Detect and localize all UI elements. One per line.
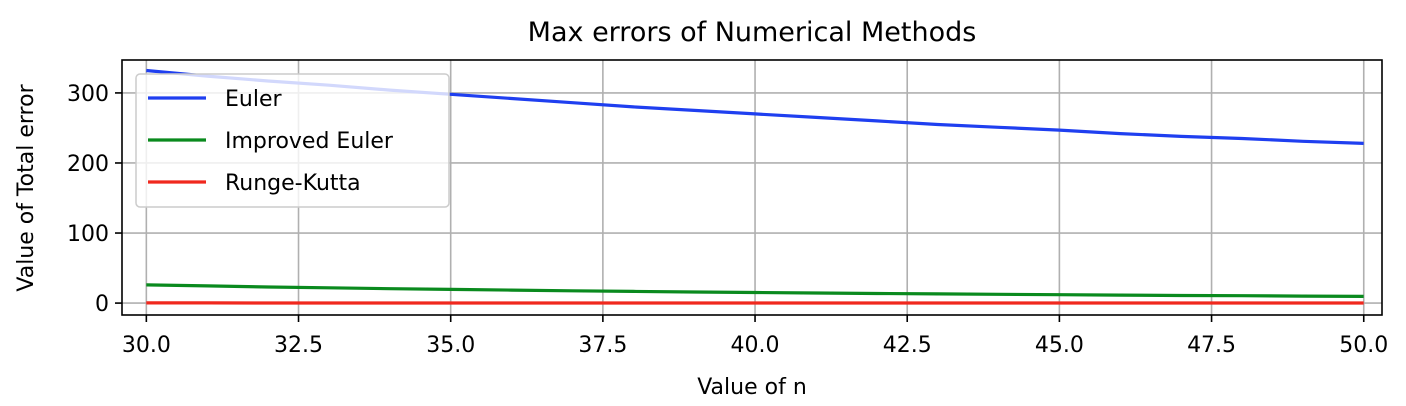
x-tick-label: 40.0 <box>731 333 780 358</box>
y-tick-label: 300 <box>67 82 109 107</box>
x-axis-label: Value of n <box>697 375 807 400</box>
y-axis: 0 100 200 300 <box>67 82 122 317</box>
series-line-improved-euler <box>146 283 1364 298</box>
legend-label-improved-euler: Improved Euler <box>225 129 394 154</box>
chart-title: Max errors of Numerical Methods <box>528 17 977 48</box>
legend-label-euler: Euler <box>225 87 282 112</box>
x-tick-label: 32.5 <box>274 333 323 358</box>
x-tick-label: 35.0 <box>426 333 475 358</box>
x-tick-label: 45.0 <box>1035 333 1084 358</box>
plot-frame <box>121 59 1383 316</box>
y-tick-label: 200 <box>67 152 109 177</box>
legend-box <box>135 73 450 208</box>
x-tick-label: 37.5 <box>578 333 627 358</box>
y-tick-label: 100 <box>67 222 109 247</box>
y-axis-label: Value of Total error <box>14 83 39 291</box>
legend: Euler Improved Euler Runge-Kutta <box>135 73 450 208</box>
x-tick-label: 42.5 <box>883 333 932 358</box>
x-axis: 30.0 32.5 35.0 37.5 40.0 42.5 45.0 47.5 50.0 <box>122 315 1388 358</box>
y-tick-label: 0 <box>95 292 109 317</box>
x-tick-label: 47.5 <box>1187 333 1236 358</box>
x-tick-label: 50.0 <box>1339 333 1388 358</box>
x-tick-label: 30.0 <box>122 333 171 358</box>
legend-label-runge-kutta: Runge-Kutta <box>225 171 361 196</box>
